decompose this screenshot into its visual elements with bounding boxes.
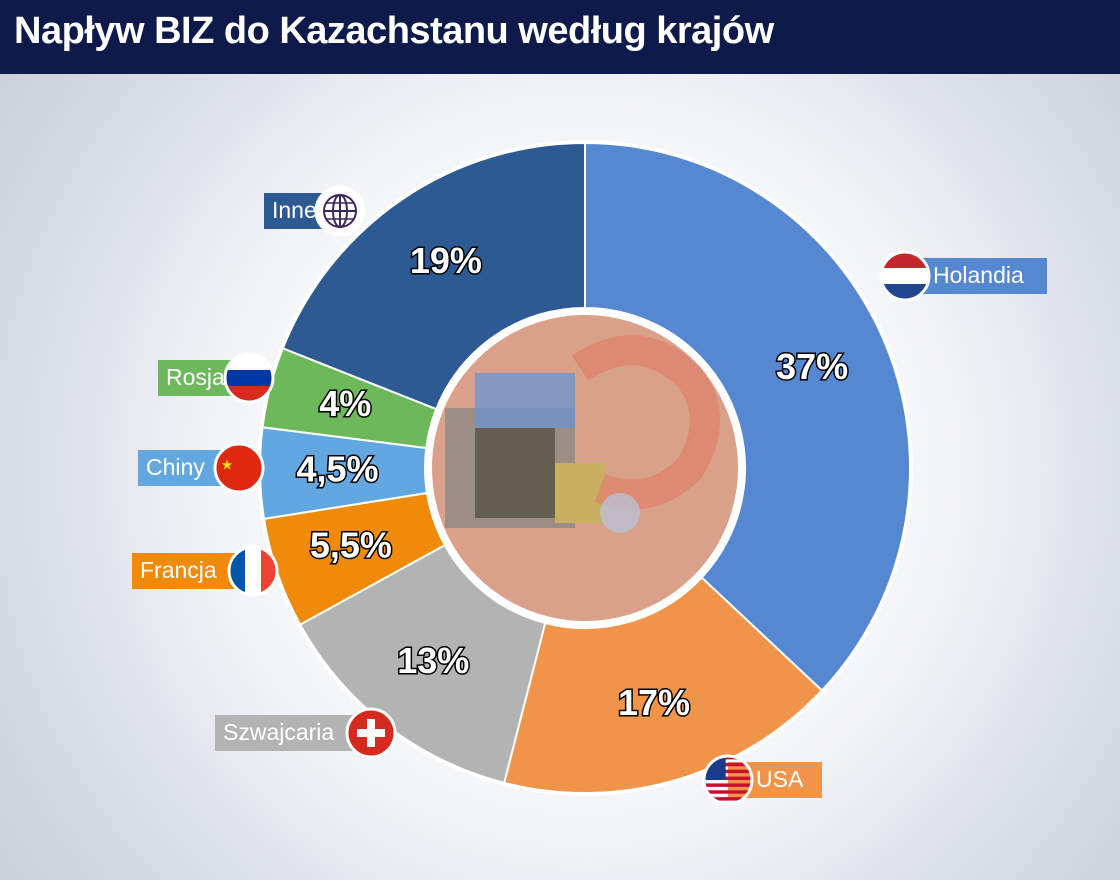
slice-value-szwajcaria: 13% bbox=[397, 640, 469, 681]
slice-label-holandia: Holandia bbox=[879, 250, 1047, 302]
slice-value-holandia: 37% bbox=[776, 346, 848, 387]
flag-switzerland-icon bbox=[345, 707, 397, 759]
slice-value-inne: 19% bbox=[410, 240, 482, 281]
center-banknote-image bbox=[426, 309, 744, 627]
slice-value-rosja: 4% bbox=[319, 383, 371, 424]
slice-label-inne: Inne bbox=[264, 185, 366, 237]
label-text: Holandia bbox=[933, 262, 1024, 288]
flag-france-icon bbox=[227, 545, 279, 597]
label-text: USA bbox=[756, 766, 804, 792]
label-text: Rosja bbox=[166, 364, 225, 390]
donut-chart: 37% 17% 13% 5,5% 4,5% 4% 19% Holandia USA Szwajca… bbox=[132, 140, 1047, 806]
label-text: Francja bbox=[140, 557, 217, 583]
svg-text:★: ★ bbox=[221, 457, 234, 473]
donut-slice-szwajcaria bbox=[298, 543, 547, 785]
slice-value-usa: 17% bbox=[618, 682, 690, 723]
label-text: Inne bbox=[272, 197, 317, 223]
label-text: Chiny bbox=[146, 454, 205, 480]
label-text: Szwajcaria bbox=[223, 719, 334, 745]
donut-slice-usa bbox=[502, 576, 824, 794]
slice-label-usa: USA bbox=[702, 754, 822, 806]
slice-label-chiny: Chiny ★ bbox=[138, 442, 265, 494]
flag-netherlands-icon bbox=[879, 250, 931, 302]
globe-icon bbox=[314, 185, 366, 237]
slice-label-rosja: Rosja bbox=[158, 352, 275, 404]
label-box bbox=[215, 715, 365, 751]
slice-value-chiny: 4,5% bbox=[296, 448, 378, 489]
slice-value-francja: 5,5% bbox=[310, 525, 392, 566]
flag-russia-icon bbox=[223, 352, 275, 404]
donut-slice-holandia bbox=[584, 141, 911, 692]
slice-label-szwajcaria: Szwajcaria bbox=[215, 707, 397, 759]
donut-slice-inne bbox=[281, 141, 586, 411]
title-bar: Napływ BIZ do Kazachstanu według krajów bbox=[0, 0, 1120, 74]
chart-title: Napływ BIZ do Kazachstanu według krajów bbox=[14, 10, 774, 52]
flag-china-icon: ★ bbox=[213, 442, 265, 494]
slice-label-francja: Francja bbox=[132, 545, 279, 597]
